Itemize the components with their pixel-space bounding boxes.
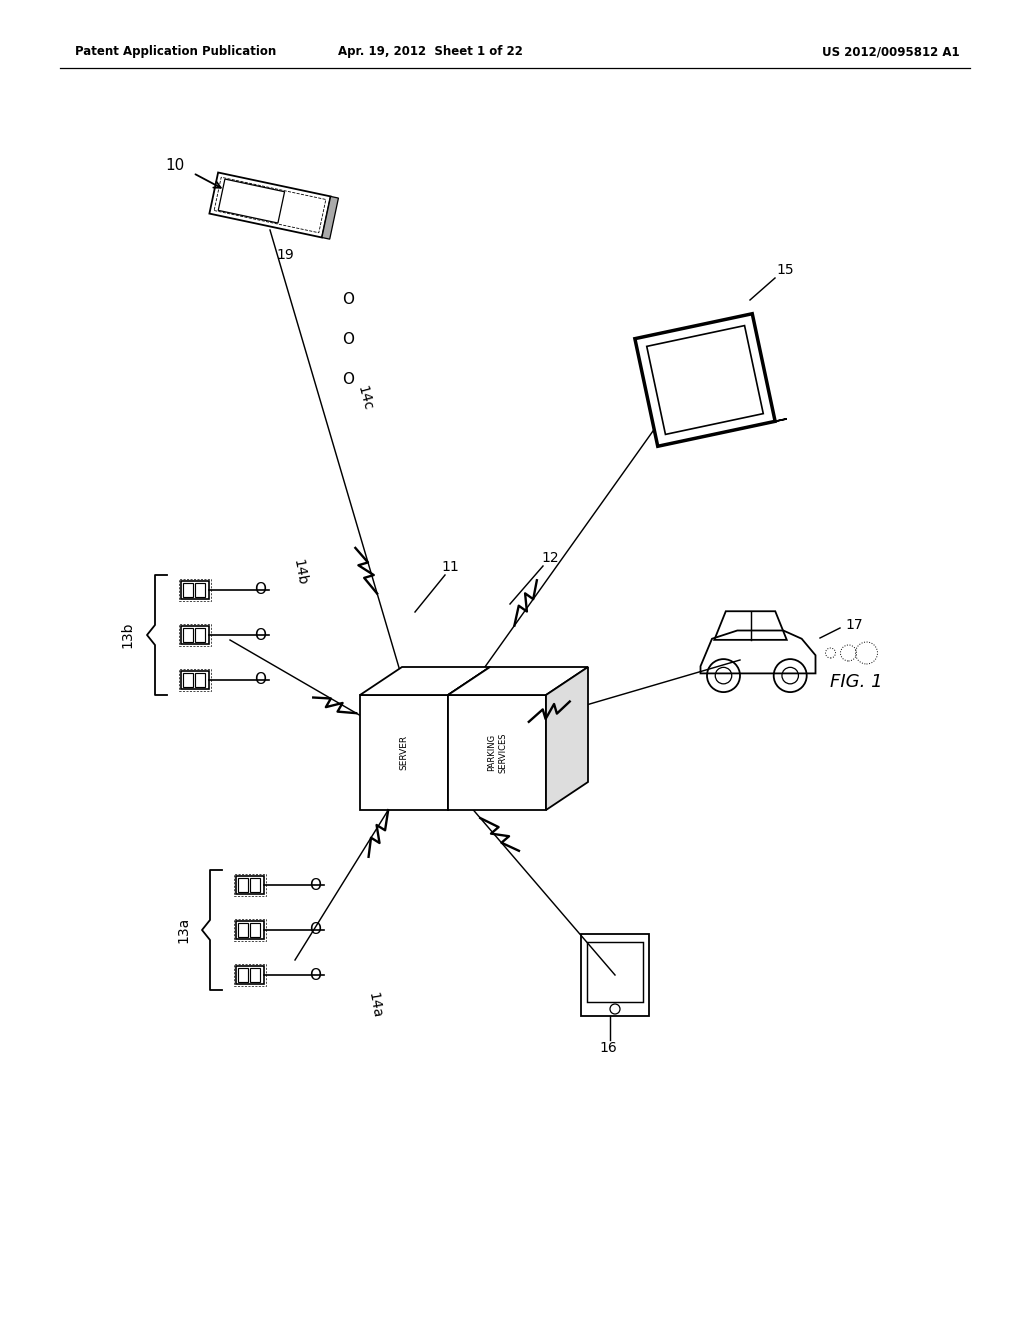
Text: 10: 10 [165, 157, 184, 173]
Text: 16: 16 [599, 1041, 616, 1055]
Text: O: O [342, 293, 354, 308]
Bar [250, 968, 260, 982]
Polygon shape [657, 418, 786, 446]
Bar [587, 942, 643, 1002]
Text: 15: 15 [776, 263, 794, 277]
Bar [234, 919, 266, 941]
Polygon shape [647, 326, 763, 434]
Bar [234, 964, 266, 986]
Text: US 2012/0095812 A1: US 2012/0095812 A1 [822, 45, 961, 58]
Polygon shape [322, 197, 339, 239]
Text: O: O [309, 968, 321, 982]
Polygon shape [209, 173, 331, 238]
Polygon shape [449, 696, 546, 810]
Polygon shape [635, 314, 775, 446]
Polygon shape [218, 180, 285, 223]
Text: 17: 17 [845, 618, 862, 632]
Text: PARKING
SERVICES: PARKING SERVICES [487, 733, 507, 772]
Bar [183, 628, 193, 642]
Text: 11: 11 [441, 560, 459, 574]
Text: 14c: 14c [355, 384, 375, 412]
Text: Patent Application Publication: Patent Application Publication [75, 45, 276, 58]
Text: O: O [342, 372, 354, 388]
Bar [234, 874, 266, 896]
Text: 14b: 14b [291, 558, 309, 586]
Text: 12: 12 [542, 550, 559, 565]
Text: O: O [342, 333, 354, 347]
Polygon shape [360, 696, 449, 810]
Bar [236, 966, 264, 983]
Bar [181, 581, 209, 599]
Text: 13b: 13b [120, 622, 134, 648]
Text: 13a: 13a [176, 917, 190, 942]
Bar [250, 923, 260, 937]
Text: O: O [309, 923, 321, 937]
Bar [195, 673, 205, 686]
Bar [183, 673, 193, 686]
Bar [183, 583, 193, 597]
Bar [195, 628, 205, 642]
Text: O: O [254, 582, 266, 598]
Text: 14a: 14a [366, 991, 384, 1019]
Bar [238, 968, 248, 982]
Text: O: O [309, 878, 321, 892]
Text: O: O [254, 672, 266, 688]
Polygon shape [546, 667, 588, 810]
Bar [581, 935, 649, 1016]
Text: FIG. 1: FIG. 1 [830, 673, 883, 690]
Bar [236, 921, 264, 939]
Text: Apr. 19, 2012  Sheet 1 of 22: Apr. 19, 2012 Sheet 1 of 22 [338, 45, 522, 58]
Polygon shape [449, 667, 490, 810]
Text: 19: 19 [276, 248, 294, 261]
Bar [179, 669, 211, 690]
Bar [195, 583, 205, 597]
Polygon shape [449, 667, 588, 696]
Bar [179, 624, 211, 645]
Bar [181, 671, 209, 689]
Bar [238, 923, 248, 937]
Polygon shape [360, 667, 490, 696]
Bar [181, 626, 209, 644]
Bar [250, 878, 260, 892]
Bar [238, 878, 248, 892]
Bar [236, 876, 264, 894]
Text: O: O [254, 627, 266, 643]
Bar [179, 579, 211, 601]
Text: SERVER: SERVER [399, 735, 409, 770]
